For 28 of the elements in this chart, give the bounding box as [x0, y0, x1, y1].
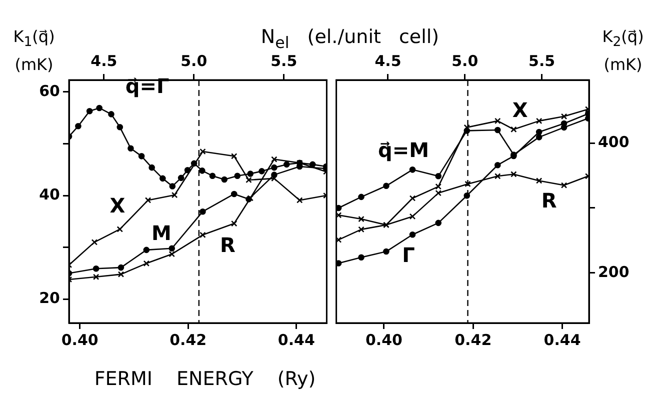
series-label: X — [512, 98, 528, 122]
series-label: R — [220, 233, 236, 258]
y-axis-title: K$_{1}$(q⃗) (mK) — [12, 26, 56, 76]
x2-tick-label: 5.5 — [528, 52, 556, 70]
x2-tick-label: 4.5 — [374, 52, 402, 70]
x2-tick-label: 5.5 — [270, 52, 298, 70]
x-tick-label: 0.44 — [544, 330, 581, 349]
series-label: Γ — [402, 242, 416, 267]
series-label: X — [110, 193, 126, 218]
x-tick-label: 0.40 — [365, 330, 402, 349]
x-tick-label: 0.42 — [454, 330, 492, 349]
x-axis-title: FERMI ENERGY (Ry) — [93, 368, 317, 390]
y-axis-title: K$_{2}$(q⃗) (mK) — [601, 26, 645, 76]
y-tick-label: 60 — [39, 82, 60, 100]
series-label: M — [151, 221, 172, 246]
y-tick-label: 200 — [598, 262, 630, 281]
x-tick-label: 0.44 — [278, 330, 315, 349]
x-tick-label: 0.40 — [61, 330, 98, 349]
y-tick-label: 40 — [39, 185, 60, 204]
x2-tick-label: 4.5 — [90, 52, 118, 70]
x2-tick-label: 5.0 — [180, 52, 208, 70]
y-tick-label: 20 — [39, 289, 60, 308]
x2-axis-title: N$_{el}$ (el./unit cell) — [260, 26, 440, 52]
series-label: R — [541, 188, 557, 212]
series-label: q⃗=M — [378, 138, 430, 162]
x2-tick-label: 5.0 — [452, 52, 478, 70]
y-tick-label: 400 — [598, 132, 630, 151]
x-tick-label: 0.42 — [170, 330, 207, 349]
